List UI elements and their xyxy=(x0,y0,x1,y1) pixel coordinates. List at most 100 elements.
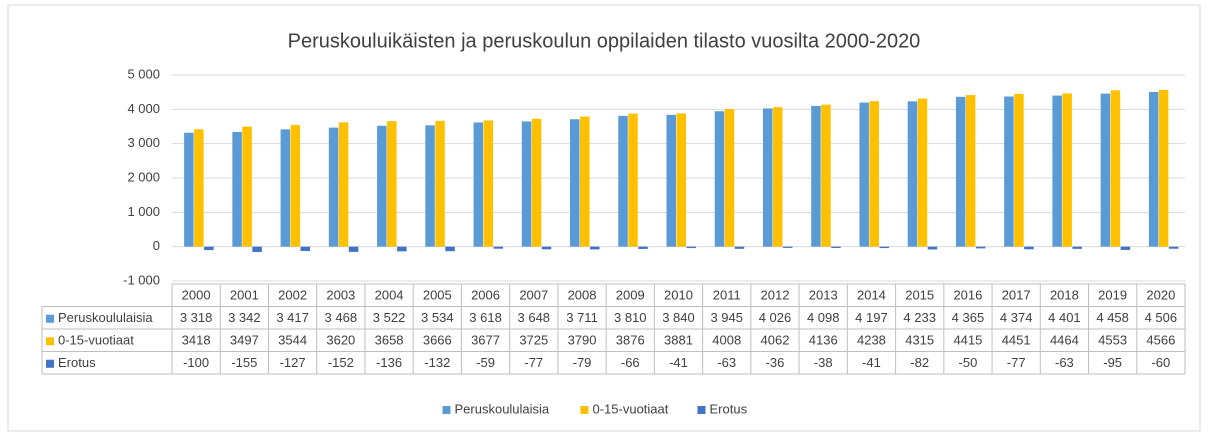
table-cell: 3666 xyxy=(423,333,452,348)
x-tick-label: 2012 xyxy=(761,288,790,303)
x-tick-label: 2000 xyxy=(182,288,211,303)
table-cell: -66 xyxy=(621,355,640,370)
bar xyxy=(734,246,745,249)
table-cell: 3 342 xyxy=(228,310,261,325)
table-cell: 4 098 xyxy=(807,310,840,325)
legend-label: 0-15-vuotiaat xyxy=(593,401,669,416)
table-cell: 3 810 xyxy=(614,310,647,325)
bar xyxy=(1014,93,1024,247)
table-cell: 4553 xyxy=(1098,333,1127,348)
bar xyxy=(387,121,397,247)
bar xyxy=(252,246,262,252)
bar xyxy=(666,114,676,247)
bar xyxy=(1110,90,1121,247)
table-cell: 4008 xyxy=(712,333,741,348)
x-tick-label: 2016 xyxy=(953,288,982,303)
table-cell: 4 401 xyxy=(1048,310,1081,325)
table-cell: 3658 xyxy=(375,333,404,348)
table-cell: 3 945 xyxy=(710,310,743,325)
x-tick-label: 2001 xyxy=(230,288,259,303)
table-cell: 4415 xyxy=(953,333,982,348)
table-cell: 3790 xyxy=(568,333,597,348)
x-tick-label: 2013 xyxy=(809,288,838,303)
table-cell: 3881 xyxy=(664,333,693,348)
bar xyxy=(242,126,252,247)
bar xyxy=(300,246,311,252)
table-cell: 4136 xyxy=(809,333,838,348)
bar xyxy=(580,116,590,247)
y-tick-label: -1 000 xyxy=(123,272,160,287)
table-series-name: Peruskoululaisia xyxy=(58,310,153,325)
table-cell: 3725 xyxy=(519,333,548,348)
y-tick-label: 2 000 xyxy=(127,169,160,184)
table-cell: 4566 xyxy=(1146,333,1175,348)
legend-key xyxy=(697,406,706,414)
bar xyxy=(473,122,484,247)
x-tick-label: 2010 xyxy=(664,288,693,303)
table-cell: 3677 xyxy=(471,333,500,348)
bar xyxy=(762,108,773,247)
bar xyxy=(570,119,580,247)
bar xyxy=(927,246,938,250)
y-tick-label: 1 000 xyxy=(127,204,160,219)
bar xyxy=(338,122,349,247)
bar xyxy=(782,246,793,248)
table-series-name: Erotus xyxy=(58,355,96,370)
table-cell: 4238 xyxy=(857,333,886,348)
bar xyxy=(397,246,407,252)
bar xyxy=(831,246,841,248)
table-cell: 3620 xyxy=(326,333,355,348)
bar xyxy=(377,125,387,247)
bar xyxy=(1100,93,1111,247)
bar xyxy=(194,129,204,247)
table-cell: -79 xyxy=(573,355,592,370)
table-cell: 3 648 xyxy=(518,310,551,325)
bar xyxy=(628,113,638,247)
x-tick-label: 2002 xyxy=(278,288,307,303)
bar xyxy=(1004,96,1014,247)
table-cell: 3 534 xyxy=(421,310,454,325)
bar xyxy=(1148,91,1159,247)
table-series-name: 0-15-vuotiaat xyxy=(58,333,134,348)
bar xyxy=(1158,89,1169,247)
bar xyxy=(686,246,696,249)
table-cell: -60 xyxy=(1151,355,1170,370)
bar xyxy=(1072,246,1082,249)
table-legend-key xyxy=(46,314,54,323)
bar xyxy=(975,246,986,249)
table-cell: 4451 xyxy=(1002,333,1031,348)
table-cell: 4 506 xyxy=(1145,310,1178,325)
table-cell: 3876 xyxy=(616,333,645,348)
x-tick-label: 2004 xyxy=(375,288,404,303)
bar xyxy=(859,102,869,247)
chart-frame xyxy=(7,4,1201,432)
bar xyxy=(917,98,928,247)
bar xyxy=(879,246,889,249)
bar xyxy=(541,246,552,250)
legend-label: Peruskoululaisia xyxy=(455,401,550,416)
table-cell: -41 xyxy=(862,355,881,370)
table-cell: 4 026 xyxy=(759,310,792,325)
table-cell: -95 xyxy=(1103,355,1122,370)
bar xyxy=(328,127,339,247)
table-cell: 4 458 xyxy=(1096,310,1129,325)
bar xyxy=(204,246,214,251)
table-cell: -50 xyxy=(959,355,978,370)
y-tick-label: 4 000 xyxy=(127,101,160,116)
bar xyxy=(290,124,301,247)
bar xyxy=(724,109,735,247)
bar xyxy=(772,107,783,247)
x-tick-label: 2019 xyxy=(1098,288,1127,303)
bar xyxy=(493,246,504,249)
table-cell: 3418 xyxy=(182,333,211,348)
table-cell: 3 618 xyxy=(469,310,502,325)
x-tick-label: 2006 xyxy=(471,288,500,303)
table-cell: -132 xyxy=(424,355,450,370)
table-legend-key xyxy=(46,337,54,346)
bar xyxy=(521,121,532,247)
table-cell: 3 417 xyxy=(276,310,309,325)
bar xyxy=(869,101,879,247)
table-cell: 4 233 xyxy=(903,310,936,325)
y-tick-label: 0 xyxy=(153,238,160,253)
